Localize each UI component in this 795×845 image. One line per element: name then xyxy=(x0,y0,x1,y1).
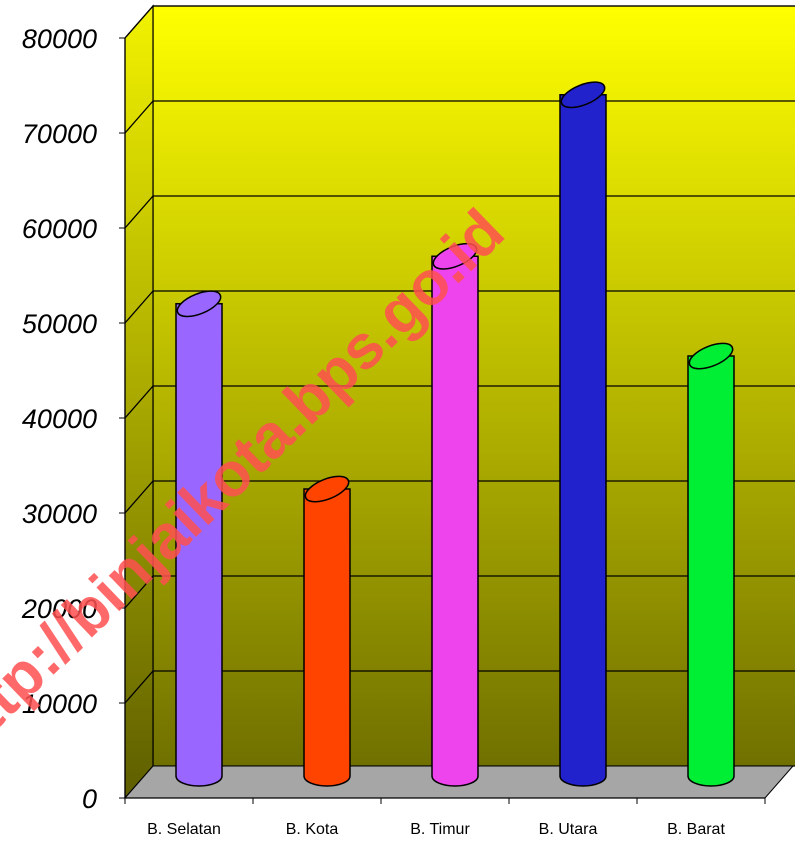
y-tick-label: 10000 xyxy=(22,689,97,719)
x-tick-label: B. Selatan xyxy=(147,821,221,838)
y-tick-label: 40000 xyxy=(22,404,97,434)
y-tick-label: 60000 xyxy=(22,214,97,244)
bar-top xyxy=(176,290,222,318)
y-tick-label: 70000 xyxy=(22,119,97,149)
y-axis-ticks: 0 10000 20000 30000 40000 50000 60000 70000 8000… xyxy=(21,24,97,814)
bar-b-utara xyxy=(559,81,607,787)
y-tick-label: 20000 xyxy=(21,594,97,624)
bar-top xyxy=(560,81,606,109)
y-tick-label: 50000 xyxy=(22,309,97,339)
bar-b-timur xyxy=(431,242,479,787)
y-tick-label: 30000 xyxy=(22,499,97,529)
bar-top xyxy=(304,475,350,503)
x-tick-label: B. Timur xyxy=(410,821,470,838)
bar-top xyxy=(688,342,734,370)
gridline xyxy=(124,5,795,39)
x-axis-ticks: B. Selatan B. Kota B. Timur B. Utara B. Bara… xyxy=(147,821,725,838)
x-tick-label: B. Utara xyxy=(539,821,598,838)
x-tick-label: B. Barat xyxy=(667,821,725,838)
bar-body xyxy=(303,488,351,787)
bar-body xyxy=(175,303,223,787)
bar-b-kota xyxy=(303,475,351,787)
y-tick-label: 80000 xyxy=(22,24,97,54)
bar-body xyxy=(687,355,735,787)
y-tick-label: 0 xyxy=(82,784,97,814)
bar-b-barat xyxy=(687,342,735,787)
bar-top xyxy=(432,242,478,270)
axes xyxy=(119,37,766,804)
bars xyxy=(175,81,735,787)
x-tick-label: B. Kota xyxy=(286,821,339,838)
bar-body xyxy=(559,94,607,787)
bar-body xyxy=(431,255,479,787)
bar-b-selatan xyxy=(175,290,223,787)
